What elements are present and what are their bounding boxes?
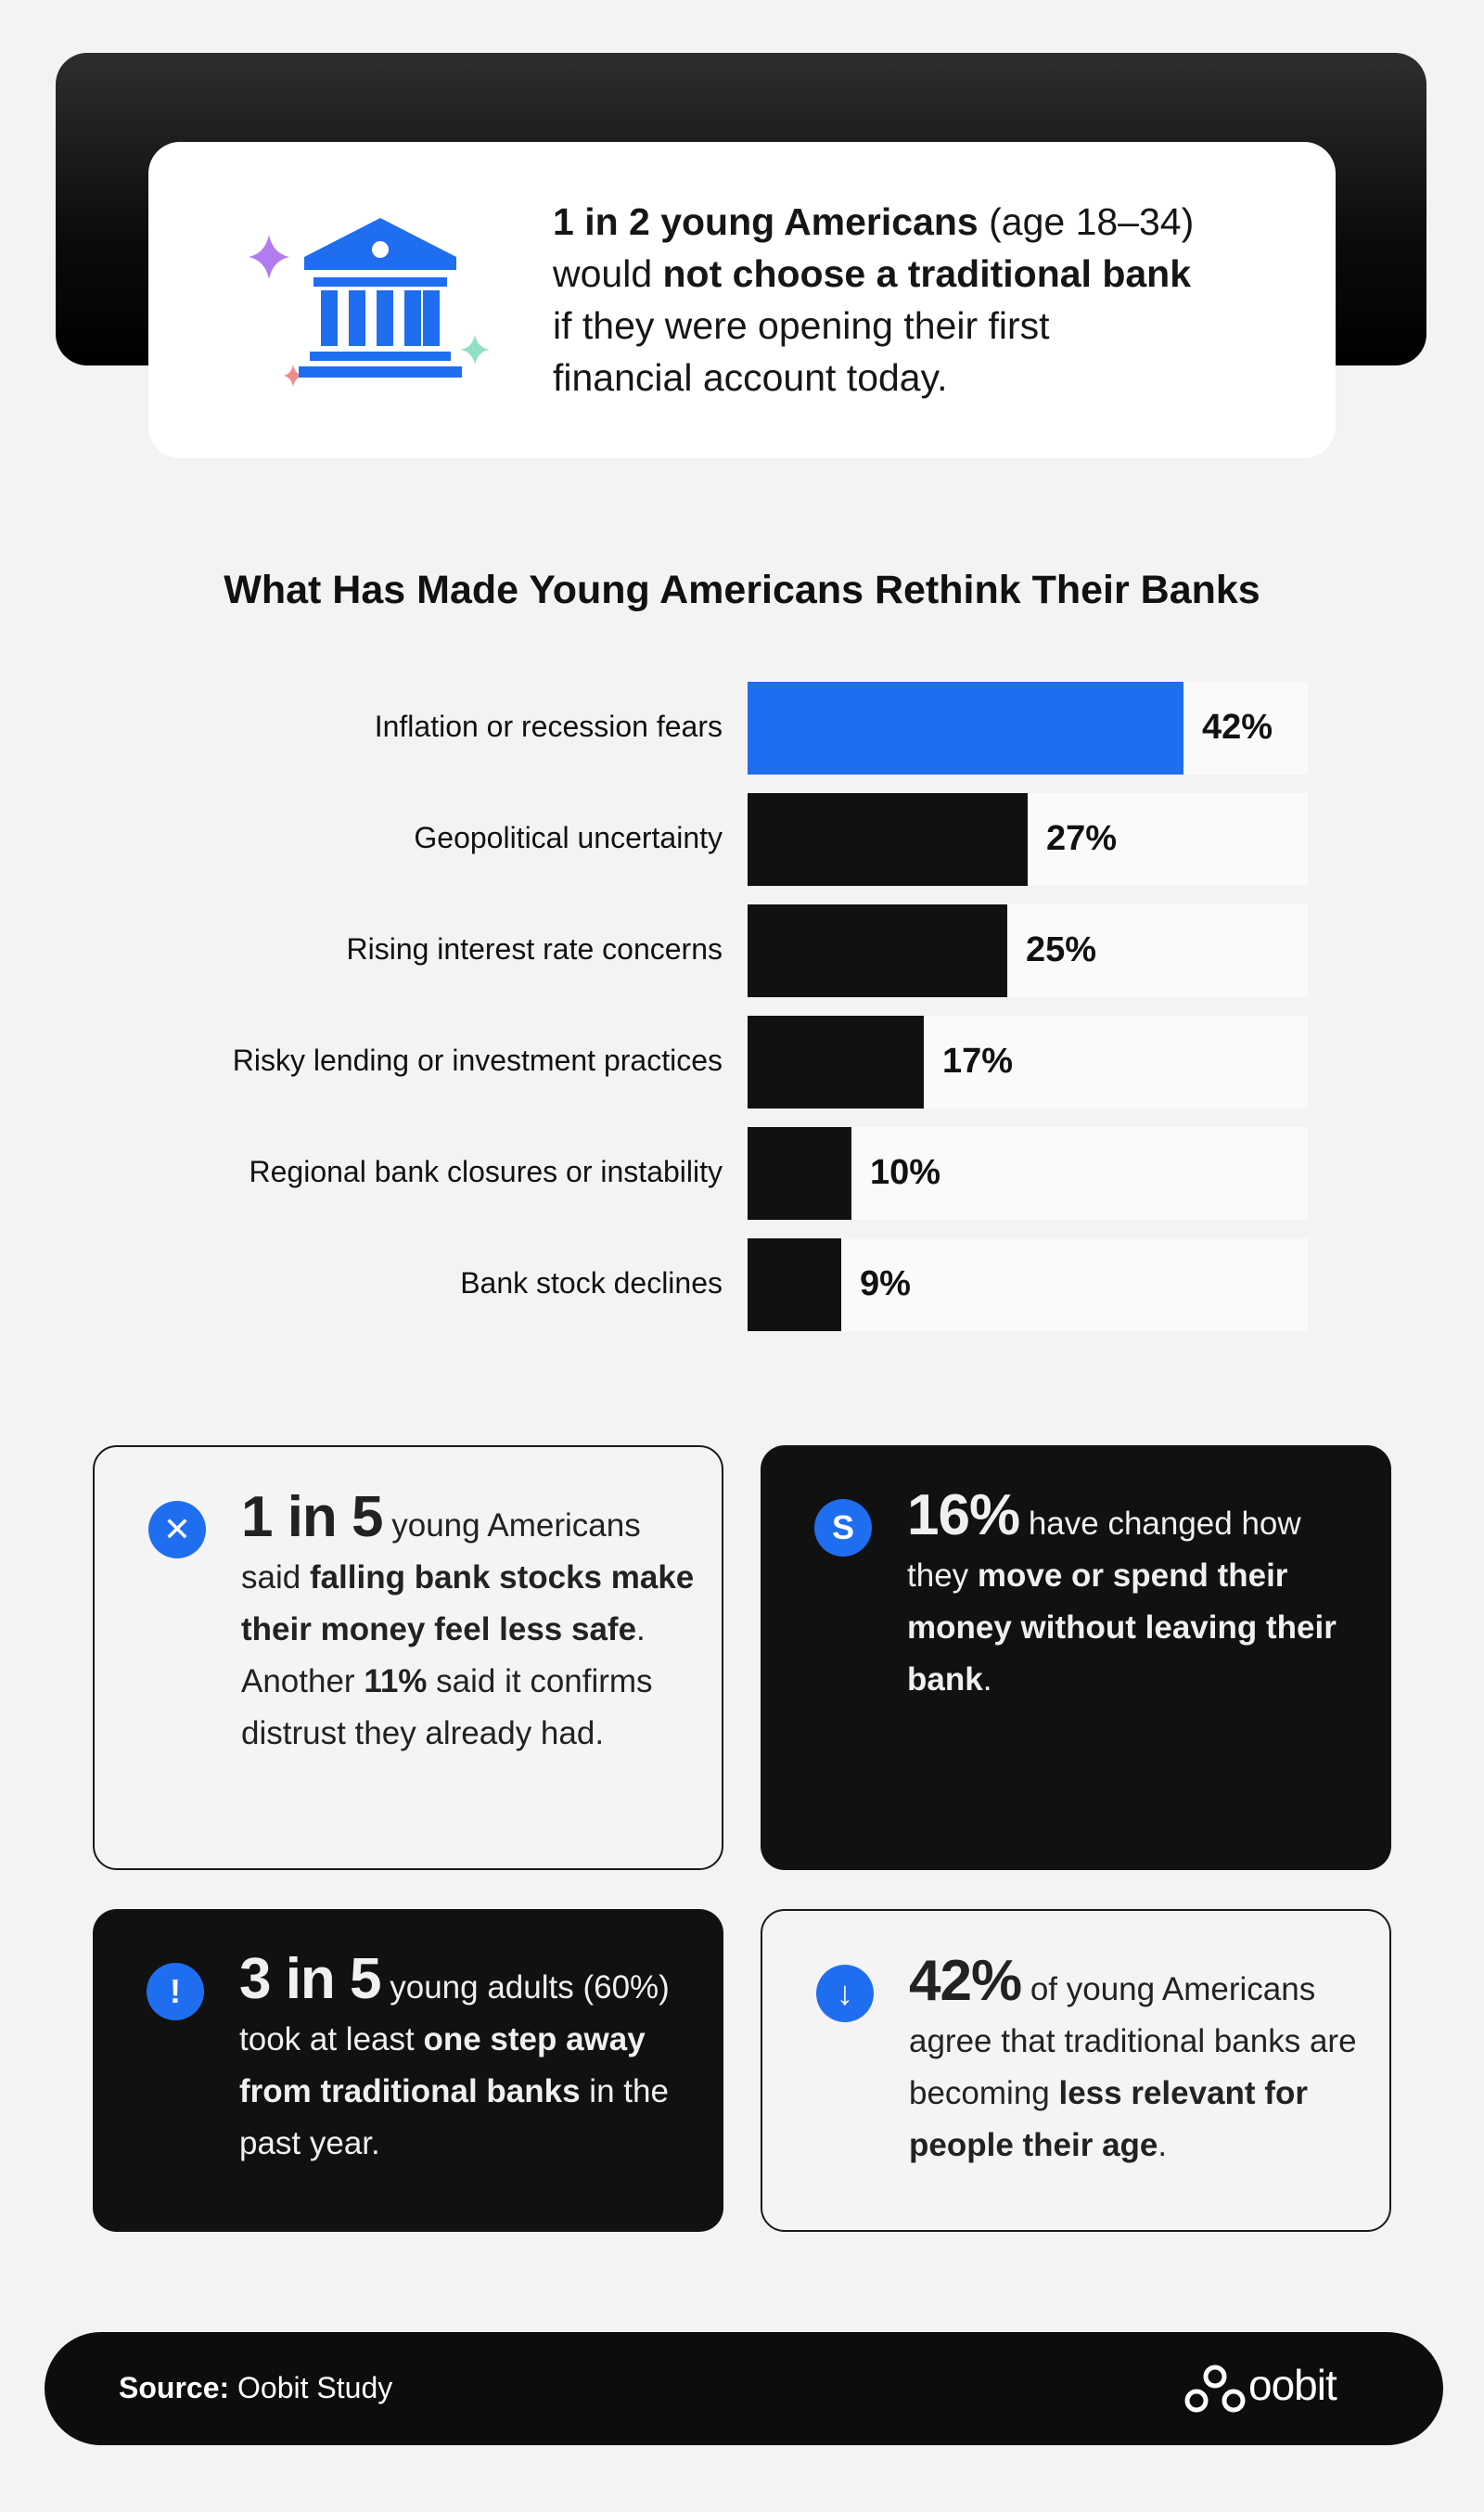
source-value: Oobit Study <box>229 2371 393 2404</box>
source-note: Source: Oobit Study <box>119 2371 392 2405</box>
stat-text: . <box>1158 2127 1168 2163</box>
stat-text-bold: falling bank stocks make their money fee… <box>241 1559 695 1647</box>
chart-title: What Has Made Young Americans Rethink Th… <box>224 568 1260 612</box>
bar-value-label: 10% <box>870 1153 941 1192</box>
hero-line1-bold: 1 in 2 young Americans <box>553 200 979 243</box>
hero-line4: financial account today. <box>553 356 948 399</box>
bar <box>748 1016 924 1109</box>
stat-card-less-relevant: ↓ 42% of young Americans agree that trad… <box>761 1909 1391 2232</box>
bank-icon <box>249 218 490 387</box>
hero-statement: 1 in 2 young Americans (age 18–34) would… <box>553 196 1295 404</box>
bar-label: Geopolitical uncertainty <box>414 821 723 854</box>
bar <box>748 1127 851 1220</box>
bar-chart: Inflation or recession fears 42% Geopoliti… <box>0 682 1484 1340</box>
stat-big-number: 16% <box>907 1483 1020 1547</box>
exclamation-circle-icon: ! <box>147 1963 204 2020</box>
bar-value-label: 9% <box>860 1264 911 1303</box>
dollar-circle-icon: S <box>814 1499 872 1557</box>
stat-text: . <box>982 1661 992 1698</box>
hero-line2-pre: would <box>553 252 663 295</box>
stat-text: . Another <box>241 1611 646 1699</box>
stat-card-text: 42% of young Americans agree that tradit… <box>909 1953 1373 2172</box>
bar-label: Rising interest rate concerns <box>346 932 723 966</box>
stat-card-spending: S 16% have changed how they move or spen… <box>761 1445 1391 1870</box>
stat-big-number: 42% <box>909 1949 1022 2013</box>
stat-text-bold: 11% <box>364 1663 428 1699</box>
close-circle-icon: ✕ <box>148 1501 206 1558</box>
bar-label: Bank stock declines <box>460 1266 723 1300</box>
stat-text: said it confirms distrust they already h… <box>241 1663 653 1751</box>
bar <box>748 682 1183 775</box>
bar <box>748 904 1007 997</box>
bar-label: Regional bank closures or instability <box>249 1155 723 1188</box>
logo-text: oobit <box>1248 2361 1337 2409</box>
oobit-logo-icon <box>1184 2365 1246 2413</box>
hero-line3: if they were opening their first <box>553 304 1050 347</box>
stat-big-number: 1 in 5 <box>241 1485 384 1549</box>
bar-value-label: 17% <box>942 1042 1014 1081</box>
bar-value-label: 25% <box>1026 930 1097 969</box>
bar-value-label: 27% <box>1046 819 1118 858</box>
stat-card-falling-stocks: ✕ 1 in 5 young Americans said falling ba… <box>93 1445 723 1870</box>
stat-text: of young Americans agree that traditiona… <box>909 1971 1357 2111</box>
bar <box>748 793 1028 886</box>
stat-text: have changed how they <box>907 1506 1301 1594</box>
stat-text-bold: move or spend their money without leavin… <box>907 1557 1337 1698</box>
bar <box>748 1238 841 1331</box>
bar-value-label: 42% <box>1202 708 1273 747</box>
hero-card: 1 in 2 young Americans (age 18–34) would… <box>148 142 1336 458</box>
bar-label: Inflation or recession fears <box>374 710 723 743</box>
stat-card-text: 16% have changed how they move or spend … <box>907 1487 1371 1706</box>
source-label: Source: <box>119 2371 230 2404</box>
hero-line1-rest: (age 18–34) <box>978 200 1195 243</box>
stat-text: in the past year. <box>239 2073 669 2161</box>
stat-card-text: 1 in 5 young Americans said falling bank… <box>241 1489 705 1760</box>
arrow-down-circle-icon: ↓ <box>816 1965 874 2022</box>
stat-text-bold: less relevant for people their age <box>909 2075 1308 2163</box>
footer-bar: Source: Oobit Study oobit <box>45 2332 1443 2445</box>
stat-big-number: 3 in 5 <box>239 1947 382 2011</box>
stat-text: young Americans said <box>241 1507 641 1596</box>
stat-text-bold: one step away from traditional banks <box>239 2021 646 2109</box>
stat-text: young adults (60%) took at least <box>239 1969 670 2057</box>
stat-card-step-away: ! 3 in 5 young adults (60%) took at leas… <box>93 1909 723 2232</box>
bar-label: Risky lending or investment practices <box>232 1044 723 1077</box>
hero-line2-bold: not choose a traditional bank <box>662 252 1192 295</box>
stat-card-text: 3 in 5 young adults (60%) took at least … <box>239 1951 703 2170</box>
